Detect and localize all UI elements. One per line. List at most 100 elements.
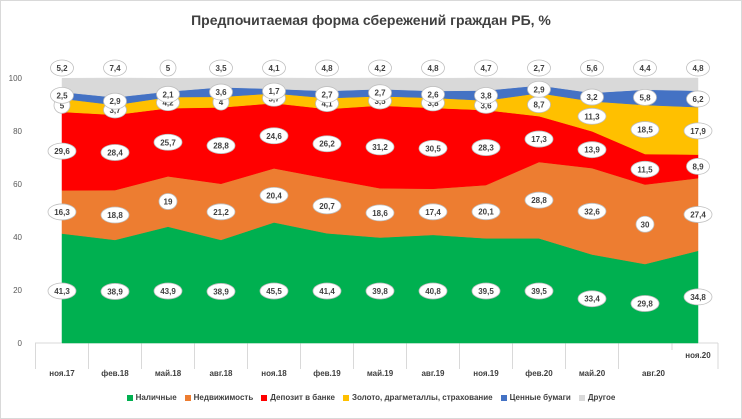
y-tick-label: 80 (13, 127, 22, 136)
chart-title: Предпочитаемая форма сбережений граждан … (191, 12, 551, 28)
x-tick-label: ноя.19 (473, 369, 499, 378)
data-label: 41,3 (54, 287, 70, 296)
data-label-bubble (50, 59, 74, 77)
data-label-bubble (312, 197, 342, 215)
data-label: 3,6 (215, 88, 227, 97)
data-label-bubble (103, 92, 127, 110)
data-label: 45,5 (266, 287, 282, 296)
data-label: 16,3 (54, 208, 70, 217)
data-label: 3,2 (586, 93, 598, 102)
data-label-bubble (527, 80, 551, 98)
legend-swatch (500, 394, 507, 401)
data-label-bubble (580, 59, 604, 77)
data-label: 38,9 (107, 287, 123, 296)
data-label-bubble (259, 282, 289, 300)
data-label: 3,8 (480, 91, 492, 100)
data-label: 17,3 (531, 135, 547, 144)
x-tick-label: ноя.20 (685, 351, 711, 360)
data-label-bubble (418, 282, 448, 300)
data-label-bubble (633, 88, 657, 106)
data-label: 4,1 (268, 64, 280, 73)
data-label-bubble (635, 215, 655, 233)
data-label: 21,2 (213, 208, 229, 217)
data-label: 30 (641, 220, 650, 229)
data-label-bubble (100, 283, 130, 300)
data-label-bubble (315, 86, 339, 103)
data-label: 8,9 (692, 162, 704, 171)
data-label: 7,4 (109, 64, 121, 73)
data-label: 18,5 (637, 126, 653, 135)
data-label-bubble (577, 290, 607, 308)
data-label: 2,7 (533, 64, 545, 73)
data-label-bubble (421, 86, 445, 103)
data-label-bubble (209, 59, 233, 77)
x-tick-label: ноя.17 (49, 369, 75, 378)
data-label: 27,4 (690, 210, 706, 219)
x-tick-label: фев.20 (525, 369, 553, 378)
legend-item: Золото, драгметаллы, страхование (342, 393, 493, 402)
data-label: 2,5 (56, 91, 68, 100)
data-label-bubble (471, 139, 501, 156)
data-label-bubble (206, 137, 236, 154)
data-label-bubble (418, 203, 448, 221)
data-label-bubble (474, 59, 498, 77)
legend-swatch (578, 394, 585, 401)
data-label: 33,4 (584, 295, 600, 304)
data-label: 20,4 (266, 191, 282, 200)
data-label: 4,1 (321, 100, 333, 109)
data-label-bubble (365, 204, 395, 222)
data-label: 30,5 (425, 144, 441, 153)
data-label: 18,6 (372, 209, 388, 218)
data-label-bubble (312, 282, 342, 300)
data-label: 4,8 (427, 64, 439, 73)
data-label: 17,9 (690, 127, 706, 136)
data-label: 43,9 (160, 287, 176, 296)
data-label: 3,7 (109, 106, 121, 115)
data-label: 39,5 (478, 287, 494, 296)
data-label: 5,6 (586, 64, 598, 73)
data-label: 40,8 (425, 287, 441, 296)
data-label-bubble (262, 82, 286, 100)
data-label-bubble (577, 202, 607, 220)
data-label: 4,2 (162, 99, 174, 108)
data-label-bubble (206, 203, 236, 221)
data-label-bubble (259, 127, 289, 145)
data-label-bubble (259, 186, 289, 204)
data-label: 4,2 (374, 64, 386, 73)
legend-item: Другое (578, 393, 616, 402)
data-label: 2,6 (427, 90, 439, 99)
data-label-bubble (47, 203, 77, 221)
y-tick-label: 60 (13, 180, 22, 189)
data-label-bubble (365, 282, 395, 300)
data-label-bubble (153, 133, 183, 151)
legend-label: Золото, драгметаллы, страхование (351, 393, 493, 402)
data-label: 29,8 (637, 300, 653, 309)
data-label: 29,6 (54, 147, 70, 156)
data-label-bubble (580, 88, 604, 106)
data-label-bubble (158, 193, 178, 210)
data-label: 26,2 (319, 140, 335, 149)
data-label-bubble (683, 206, 713, 223)
data-label: 2,1 (162, 90, 174, 99)
legend-label: Другое (587, 393, 616, 402)
data-label-bubble (365, 138, 395, 156)
legend-label: Депозит в банке (270, 393, 335, 402)
y-tick-label: 100 (9, 74, 23, 83)
data-label: 3,8 (427, 99, 439, 108)
x-tick-label: авг.20 (642, 369, 666, 378)
data-label-bubble (368, 84, 392, 102)
data-label-bubble (577, 107, 607, 125)
data-label-bubble (209, 83, 233, 101)
data-label: 4,7 (480, 64, 492, 73)
x-tick-label: ноя.18 (261, 369, 287, 378)
data-label-bubble (312, 135, 342, 153)
data-label-bubble (100, 206, 130, 224)
y-tick-label: 40 (13, 233, 22, 242)
legend-item: Ценные бумаги (500, 393, 571, 402)
data-label-bubble (686, 90, 710, 108)
x-tick-label: май.18 (155, 369, 182, 378)
data-label-bubble (474, 87, 498, 104)
data-label: 28,4 (107, 148, 123, 157)
data-label: 8,7 (533, 101, 545, 110)
data-label: 38,9 (213, 287, 229, 296)
